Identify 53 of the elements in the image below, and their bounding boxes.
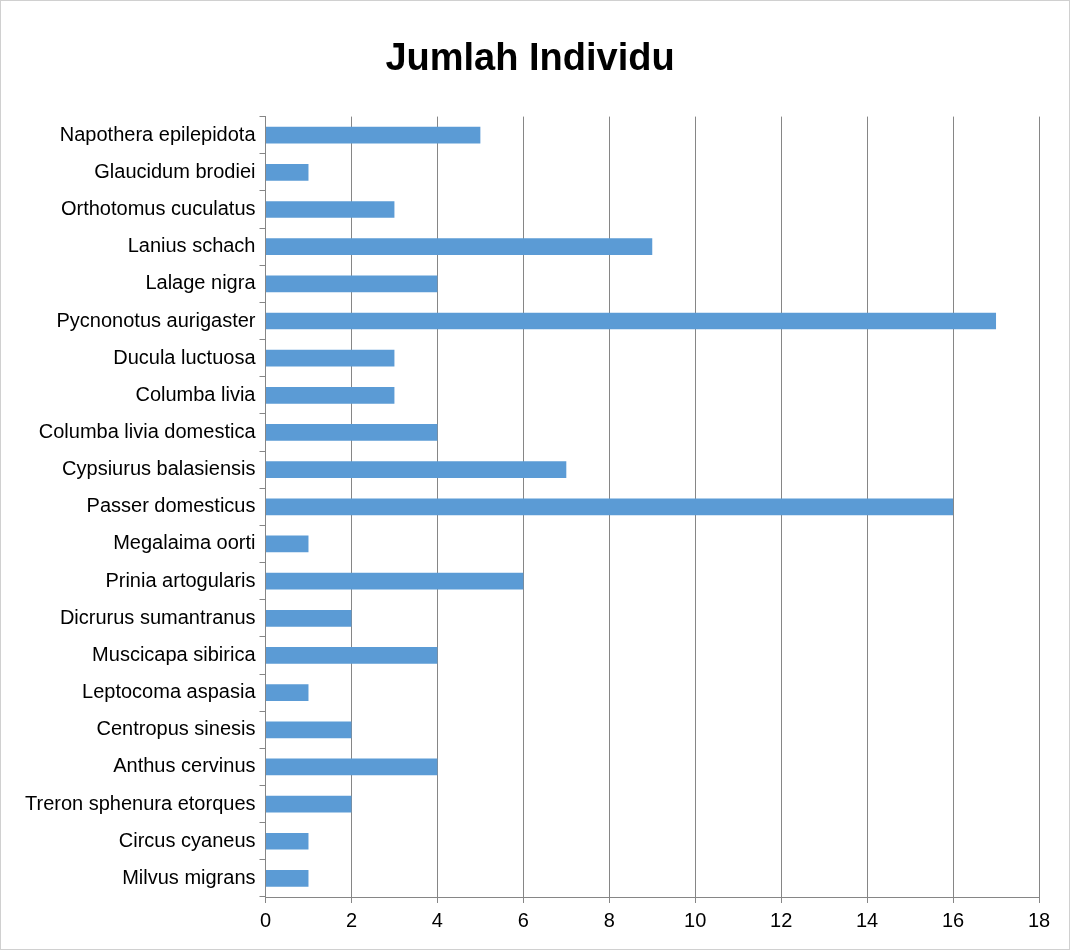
y-tick-label: Muscicapa sibirica bbox=[92, 642, 257, 665]
x-tick-label: 18 bbox=[1027, 908, 1051, 931]
y-tick-label: Passer domesticus bbox=[86, 494, 256, 517]
y-tick-label: Pycnonotus aurigaster bbox=[56, 308, 256, 331]
x-tick-label: 8 bbox=[603, 908, 615, 931]
x-tick-label: 6 bbox=[517, 908, 529, 931]
y-tick-label: Dicrurus sumantranus bbox=[59, 605, 256, 628]
bar bbox=[266, 163, 309, 181]
y-tick-label: Circus cyaneus bbox=[118, 828, 256, 851]
bar bbox=[266, 201, 395, 218]
y-tick-label: Ducula luctuosa bbox=[113, 345, 257, 368]
bar bbox=[266, 832, 309, 850]
bar bbox=[266, 238, 653, 256]
x-tick-label: 4 bbox=[431, 908, 443, 931]
bar bbox=[266, 572, 524, 590]
y-tick-label: Leptocoma aspasia bbox=[82, 680, 257, 703]
y-tick-label: Cypsiurus balasiensis bbox=[62, 457, 256, 480]
y-tick-label: Lanius schach bbox=[127, 234, 256, 257]
bar bbox=[266, 461, 567, 478]
x-tick-label: 10 bbox=[684, 908, 707, 931]
y-tick-label: Glaucidum brodiei bbox=[94, 159, 256, 182]
bar bbox=[266, 275, 438, 293]
x-tick-label: 2 bbox=[345, 908, 358, 931]
y-tick-label: Anthus cervinus bbox=[113, 754, 256, 777]
chart-title: Jumlah Individu bbox=[385, 36, 675, 79]
y-tick-label: Megalaima oorti bbox=[113, 531, 256, 554]
bar bbox=[266, 795, 352, 813]
bar bbox=[266, 312, 997, 330]
bar bbox=[266, 609, 352, 627]
y-tick-label: Columba livia domestica bbox=[38, 419, 257, 442]
y-tick-label: Napothera epilepidota bbox=[59, 122, 257, 145]
bar bbox=[266, 684, 309, 701]
x-tick-label: 0 bbox=[259, 908, 272, 931]
y-tick-label: Milvus migrans bbox=[122, 865, 256, 888]
bar bbox=[266, 126, 481, 144]
y-tick-label: Centropus sinesis bbox=[96, 717, 256, 740]
bar bbox=[266, 386, 395, 404]
bar bbox=[266, 721, 352, 739]
x-tick-label: 14 bbox=[855, 908, 879, 931]
bar bbox=[266, 349, 395, 367]
bar bbox=[266, 424, 438, 441]
bar bbox=[266, 498, 954, 516]
x-tick-label: 12 bbox=[770, 908, 793, 931]
y-tick-label: Prinia artogularis bbox=[105, 568, 256, 591]
bar bbox=[266, 647, 438, 664]
bar bbox=[266, 870, 309, 887]
x-tick-label: 16 bbox=[941, 908, 965, 931]
bar bbox=[266, 535, 309, 553]
y-tick-label: Lalage nigra bbox=[145, 271, 257, 294]
y-tick-label: Treron sphenura etorques bbox=[24, 791, 256, 814]
y-tick-label: Columba livia bbox=[135, 382, 257, 405]
y-tick-label: Orthotomus cuculatus bbox=[60, 197, 256, 220]
bar bbox=[266, 758, 438, 776]
